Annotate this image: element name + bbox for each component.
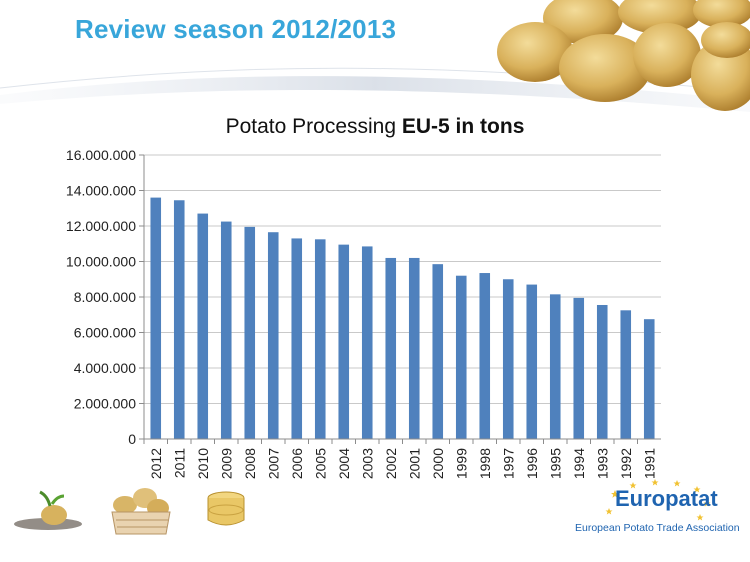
potatoes-image [497, 0, 750, 111]
bar-1997 [502, 279, 514, 439]
x-tick-label: 2011 [171, 448, 187, 478]
y-tick-label: 2.000.000 [74, 396, 136, 412]
x-tick-label: 1999 [453, 448, 469, 479]
chart-title-part2: EU-5 in tons [401, 115, 525, 138]
x-tick-label: 1997 [500, 448, 516, 479]
bar-2004 [338, 244, 350, 439]
bar-2011 [173, 200, 185, 439]
y-tick-label: 0 [128, 431, 136, 447]
bar-chart: 0 2.000.000 4.000.000 6.000.000 8.000.000 10.… [66, 147, 661, 479]
bar-2012 [150, 197, 162, 439]
y-tick-label: 10.000.000 [66, 254, 136, 270]
y-tick-label: 4.000.000 [74, 360, 136, 376]
x-tick-label: 1993 [594, 448, 610, 479]
x-tick-label: 2001 [406, 448, 422, 479]
x-tick-label: 2005 [312, 448, 328, 479]
bar-1992 [620, 310, 632, 439]
bar-1991 [643, 319, 655, 439]
bar-layer [150, 197, 655, 439]
x-tick-label: 2006 [289, 448, 305, 479]
x-tick-label: 1991 [641, 448, 657, 479]
x-tick-label: 2002 [383, 448, 399, 479]
y-tick-label: 16.000.000 [66, 147, 136, 163]
bar-2008 [244, 226, 256, 439]
chart-title-part1: Potato Processing [225, 115, 402, 138]
logo-wordmark: Europatat [615, 486, 718, 511]
x-tick-label: 2009 [218, 448, 234, 479]
seed-potato-icon [14, 490, 82, 530]
x-tick-label: 2012 [148, 448, 164, 479]
logo-stars-icon [605, 479, 711, 521]
bar-2005 [314, 239, 326, 439]
slide-title: Review season 2012/2013 [75, 14, 397, 44]
europatat-logo: Europatat European Potato Trade Associat… [565, 478, 745, 548]
y-tick-label: 14.000.000 [66, 183, 136, 199]
x-tick-label: 1994 [571, 448, 587, 479]
bar-2010 [197, 213, 209, 439]
bar-2006 [291, 238, 303, 439]
x-tick-label: 2004 [336, 448, 352, 479]
bar-1999 [455, 275, 467, 439]
x-tick-label: 2008 [242, 448, 258, 479]
y-tick-label: 8.000.000 [74, 289, 136, 305]
x-tick-label: 2003 [359, 448, 375, 479]
bar-1993 [596, 304, 608, 439]
bar-1995 [549, 294, 561, 439]
bar-2007 [267, 232, 279, 439]
x-tick-label: 1992 [618, 448, 634, 479]
y-tick-label: 6.000.000 [74, 325, 136, 341]
bar-2002 [385, 257, 397, 439]
x-tick-label: 1998 [477, 448, 493, 479]
bar-1994 [573, 297, 585, 439]
x-tick-label: 2000 [430, 448, 446, 479]
bar-2001 [408, 257, 420, 439]
chart-title: Potato Processing EU-5 in tons [0, 115, 750, 139]
bar-1998 [479, 273, 491, 439]
x-axis-ticks: 2012 2011 2010 2009 2008 2007 2006 2005 2004 2003… [143, 439, 657, 479]
x-tick-label: 2010 [195, 448, 211, 479]
potato-slices-icon [207, 491, 245, 526]
y-axis-ticks: 0 2.000.000 4.000.000 6.000.000 8.000.000 10.… [66, 147, 144, 447]
bar-2000 [432, 264, 444, 439]
potato-crate-icon [111, 488, 171, 535]
bar-2009 [220, 221, 232, 439]
x-tick-label: 2007 [265, 448, 281, 479]
x-tick-label: 1995 [547, 448, 563, 479]
logo-tagline: European Potato Trade Association [575, 522, 740, 534]
x-tick-label: 1996 [524, 448, 540, 479]
y-tick-label: 12.000.000 [66, 218, 136, 234]
bar-2003 [361, 246, 373, 439]
bar-1996 [526, 284, 538, 439]
